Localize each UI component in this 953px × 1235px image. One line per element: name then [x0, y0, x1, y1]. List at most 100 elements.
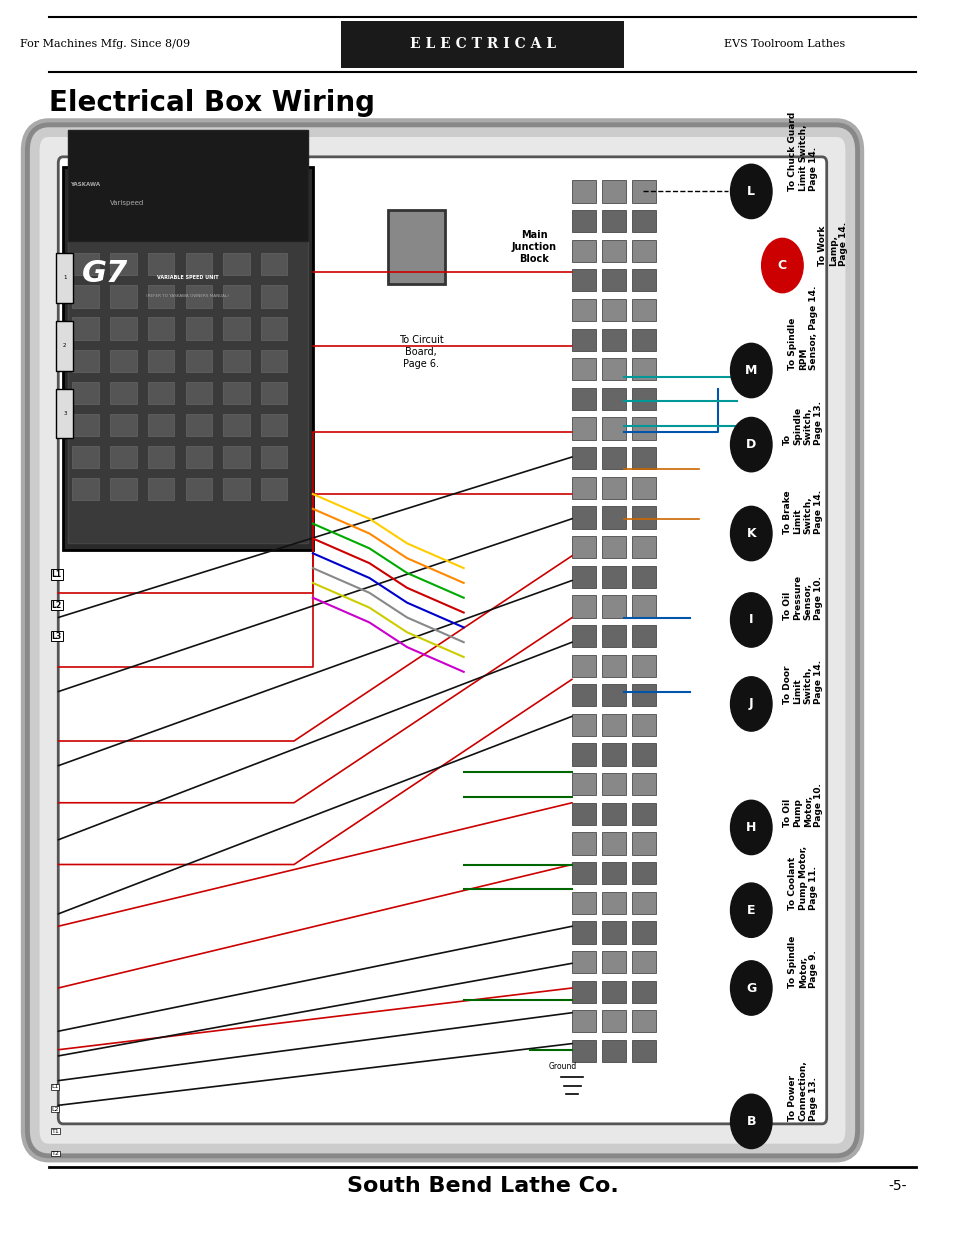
FancyBboxPatch shape	[58, 157, 826, 1124]
FancyBboxPatch shape	[572, 210, 595, 232]
FancyBboxPatch shape	[601, 536, 625, 558]
FancyBboxPatch shape	[632, 862, 656, 884]
FancyBboxPatch shape	[223, 382, 250, 404]
FancyBboxPatch shape	[572, 743, 595, 766]
FancyBboxPatch shape	[601, 951, 625, 973]
FancyBboxPatch shape	[34, 132, 849, 1149]
FancyBboxPatch shape	[632, 595, 656, 618]
FancyBboxPatch shape	[223, 285, 250, 308]
FancyBboxPatch shape	[56, 253, 73, 303]
Text: 1: 1	[63, 275, 67, 280]
Text: YASKAWA: YASKAWA	[71, 182, 101, 186]
FancyBboxPatch shape	[632, 892, 656, 914]
Text: K: K	[745, 527, 756, 540]
FancyBboxPatch shape	[56, 389, 73, 438]
FancyBboxPatch shape	[632, 477, 656, 499]
FancyBboxPatch shape	[601, 803, 625, 825]
Text: -5-: -5-	[887, 1178, 905, 1193]
FancyBboxPatch shape	[261, 350, 287, 372]
FancyBboxPatch shape	[632, 1040, 656, 1062]
FancyBboxPatch shape	[261, 414, 287, 436]
FancyBboxPatch shape	[632, 417, 656, 440]
FancyBboxPatch shape	[572, 358, 595, 380]
FancyBboxPatch shape	[632, 803, 656, 825]
FancyBboxPatch shape	[601, 921, 625, 944]
FancyBboxPatch shape	[261, 446, 287, 468]
FancyBboxPatch shape	[72, 285, 99, 308]
Text: T2: T2	[51, 1151, 59, 1156]
Text: J: J	[748, 698, 753, 710]
Text: To Work
Lamp,
Page 14.: To Work Lamp, Page 14.	[818, 221, 847, 266]
FancyBboxPatch shape	[572, 417, 595, 440]
FancyBboxPatch shape	[632, 329, 656, 351]
FancyBboxPatch shape	[601, 210, 625, 232]
Text: L1: L1	[51, 569, 62, 579]
FancyBboxPatch shape	[601, 240, 625, 262]
FancyBboxPatch shape	[601, 714, 625, 736]
FancyBboxPatch shape	[148, 414, 174, 436]
FancyBboxPatch shape	[341, 21, 623, 68]
FancyBboxPatch shape	[68, 130, 308, 241]
Text: Ground: Ground	[548, 1062, 577, 1071]
FancyBboxPatch shape	[388, 210, 444, 284]
Text: E: E	[746, 904, 755, 916]
FancyBboxPatch shape	[601, 477, 625, 499]
FancyBboxPatch shape	[186, 446, 212, 468]
FancyBboxPatch shape	[601, 566, 625, 588]
Text: H: H	[745, 821, 756, 834]
FancyBboxPatch shape	[223, 317, 250, 340]
Text: 2: 2	[63, 343, 67, 348]
FancyBboxPatch shape	[56, 321, 73, 370]
FancyBboxPatch shape	[34, 132, 849, 1149]
Text: C: C	[777, 259, 786, 272]
FancyBboxPatch shape	[601, 269, 625, 291]
Circle shape	[730, 343, 771, 398]
FancyBboxPatch shape	[572, 299, 595, 321]
FancyBboxPatch shape	[148, 253, 174, 275]
FancyBboxPatch shape	[186, 350, 212, 372]
Text: Electrical Box Wiring: Electrical Box Wiring	[49, 89, 375, 117]
FancyBboxPatch shape	[72, 350, 99, 372]
FancyBboxPatch shape	[572, 892, 595, 914]
FancyBboxPatch shape	[223, 446, 250, 468]
FancyBboxPatch shape	[601, 655, 625, 677]
FancyBboxPatch shape	[261, 478, 287, 500]
FancyBboxPatch shape	[110, 446, 136, 468]
FancyBboxPatch shape	[186, 285, 212, 308]
FancyBboxPatch shape	[601, 773, 625, 795]
FancyBboxPatch shape	[572, 180, 595, 203]
FancyBboxPatch shape	[632, 921, 656, 944]
FancyBboxPatch shape	[632, 358, 656, 380]
FancyBboxPatch shape	[572, 714, 595, 736]
FancyBboxPatch shape	[572, 625, 595, 647]
FancyBboxPatch shape	[632, 773, 656, 795]
FancyBboxPatch shape	[72, 414, 99, 436]
FancyBboxPatch shape	[572, 684, 595, 706]
FancyBboxPatch shape	[63, 167, 313, 550]
FancyBboxPatch shape	[72, 478, 99, 500]
FancyBboxPatch shape	[572, 773, 595, 795]
FancyBboxPatch shape	[148, 350, 174, 372]
Circle shape	[730, 961, 771, 1015]
FancyBboxPatch shape	[601, 388, 625, 410]
Text: L: L	[746, 185, 755, 198]
FancyBboxPatch shape	[572, 240, 595, 262]
Circle shape	[730, 164, 771, 219]
FancyBboxPatch shape	[148, 285, 174, 308]
Text: To Oil
Pressure
Sensor,
Page 10.: To Oil Pressure Sensor, Page 10.	[782, 574, 822, 620]
FancyBboxPatch shape	[261, 317, 287, 340]
FancyBboxPatch shape	[186, 253, 212, 275]
FancyBboxPatch shape	[632, 714, 656, 736]
FancyBboxPatch shape	[601, 417, 625, 440]
FancyBboxPatch shape	[601, 892, 625, 914]
FancyBboxPatch shape	[601, 299, 625, 321]
FancyBboxPatch shape	[261, 382, 287, 404]
FancyBboxPatch shape	[572, 388, 595, 410]
Text: For Machines Mfg. Since 8/09: For Machines Mfg. Since 8/09	[20, 40, 191, 49]
Circle shape	[730, 417, 771, 472]
Text: To Door
Limit
Switch,
Page 14.: To Door Limit Switch, Page 14.	[782, 659, 822, 704]
FancyBboxPatch shape	[601, 447, 625, 469]
FancyBboxPatch shape	[601, 981, 625, 1003]
Text: South Bend Lathe Co.: South Bend Lathe Co.	[346, 1176, 618, 1195]
FancyBboxPatch shape	[572, 447, 595, 469]
